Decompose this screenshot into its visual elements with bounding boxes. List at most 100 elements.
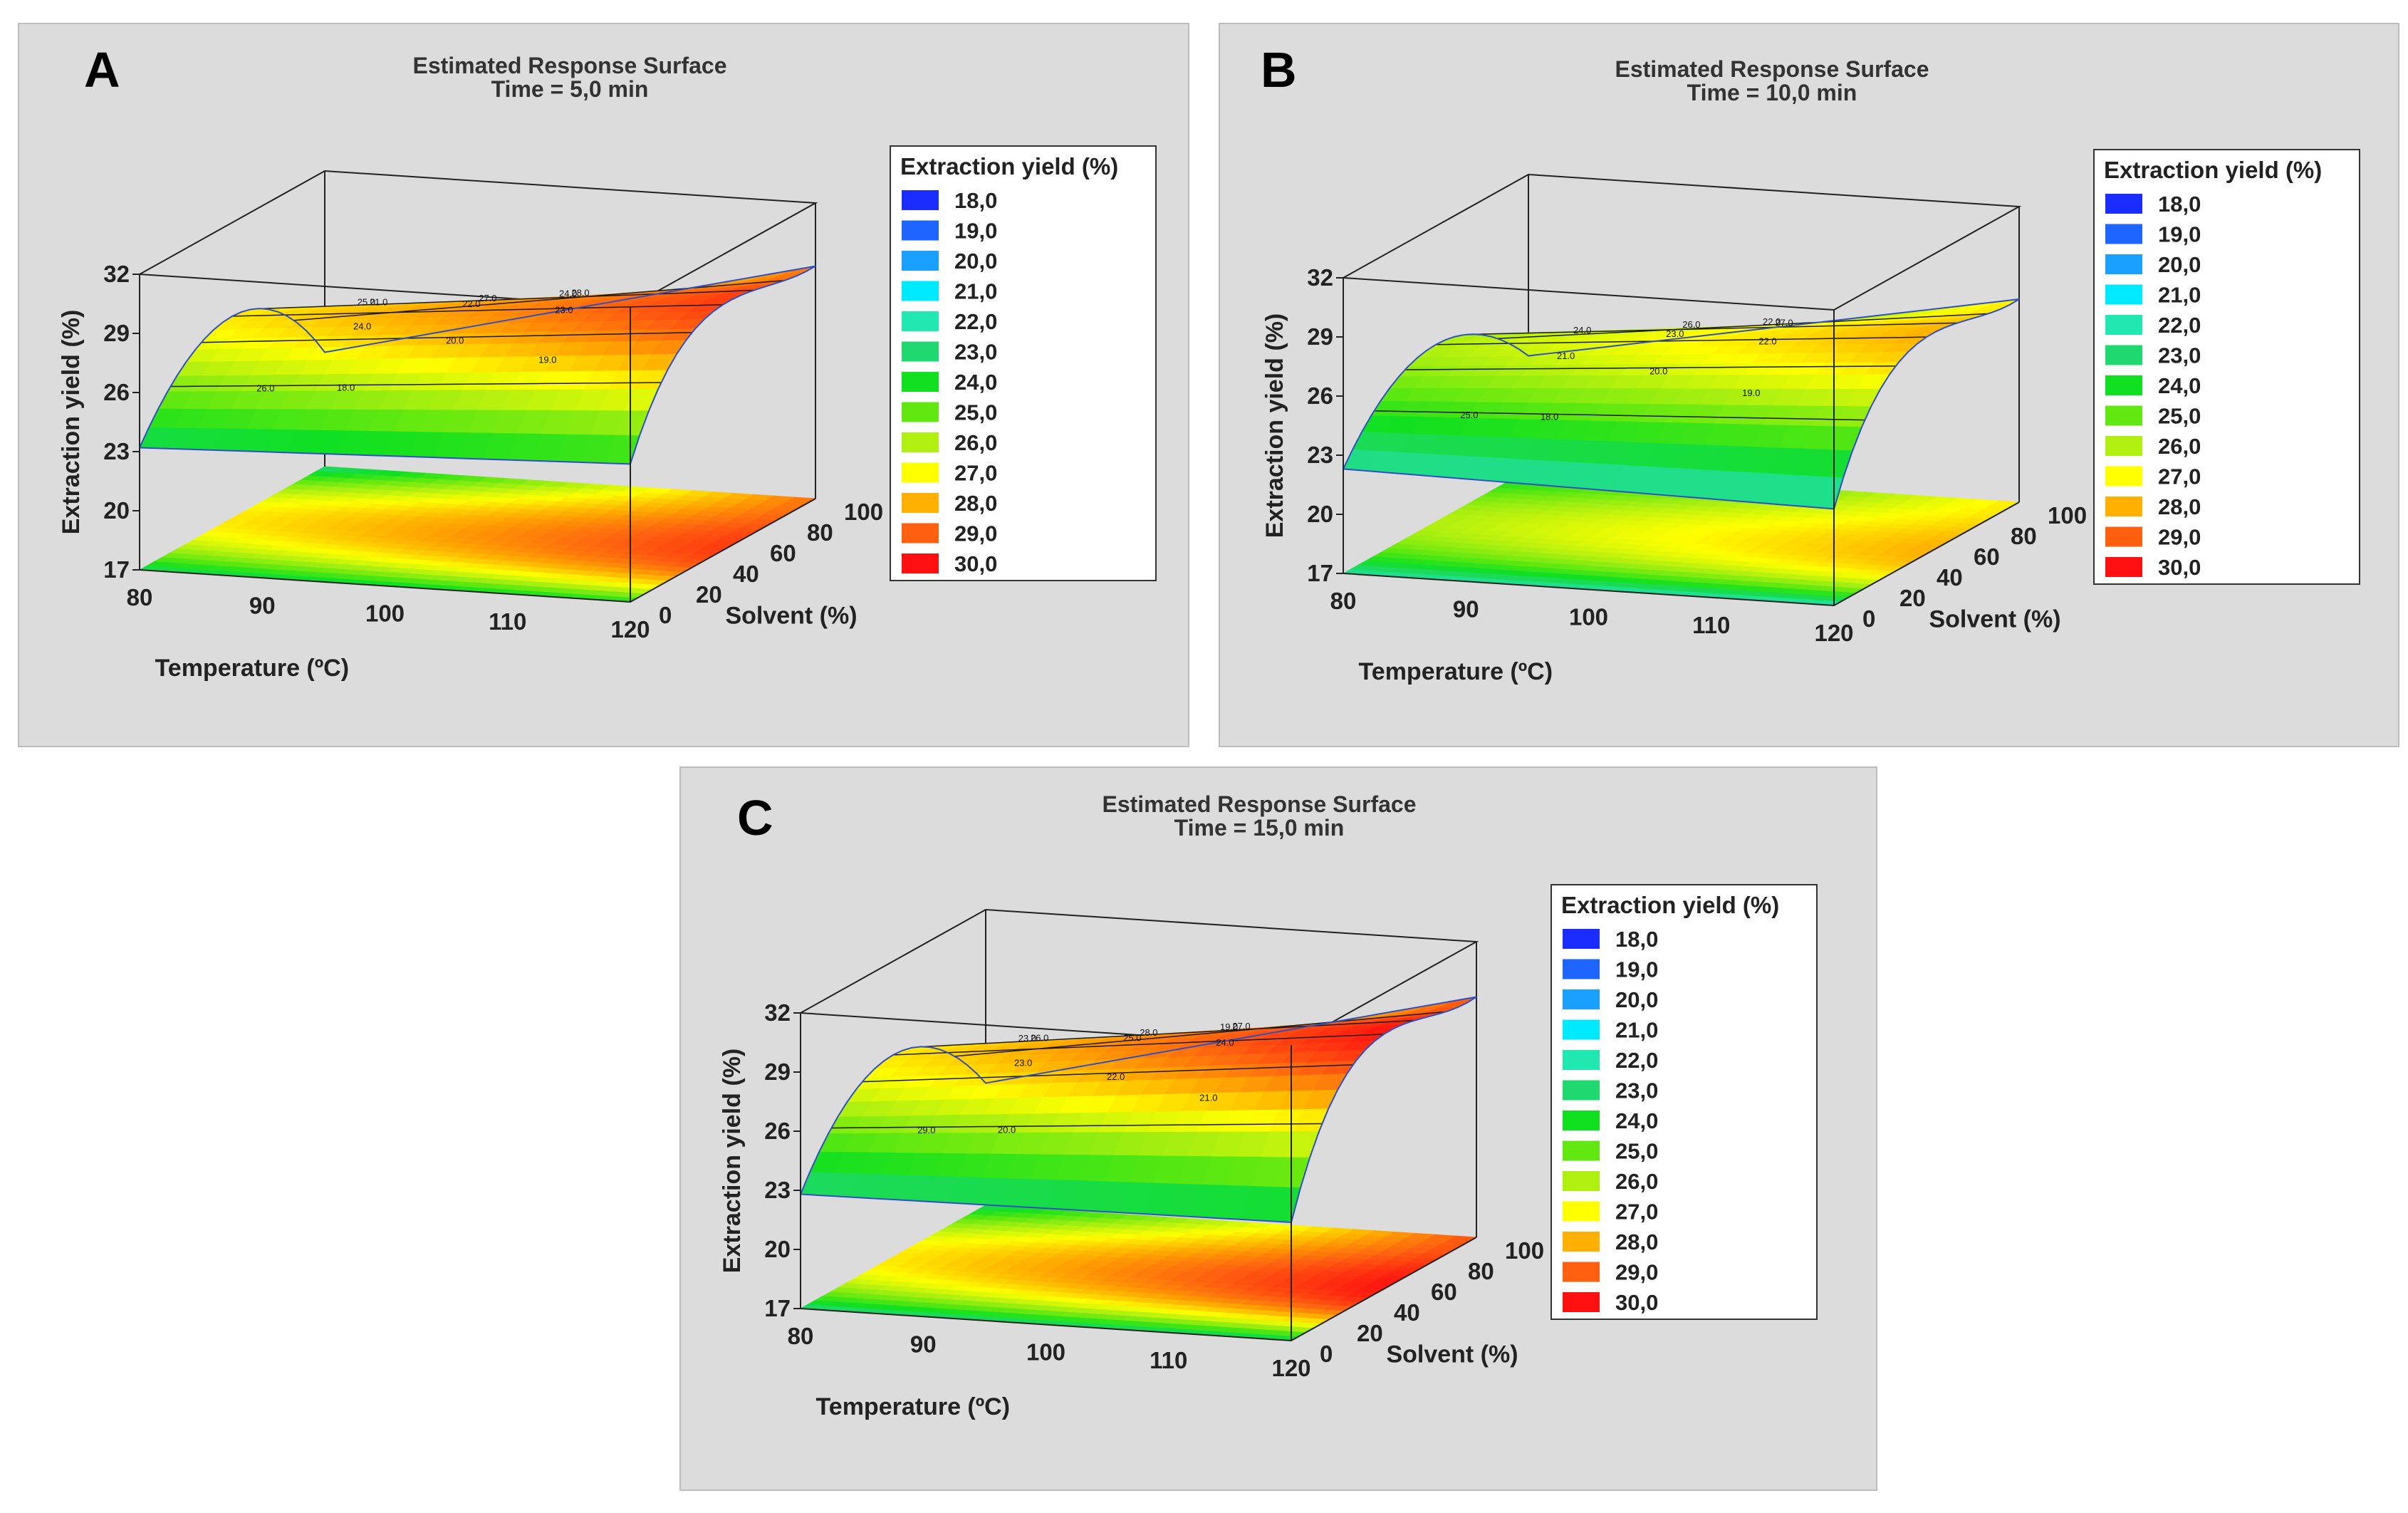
contour-label: 20.0 [1649, 365, 1667, 376]
contour-label: 28.0 [1140, 1027, 1157, 1038]
legend-swatch [1563, 959, 1600, 979]
legend-swatch [1563, 929, 1600, 949]
y-axis-label: Solvent (%) [1929, 606, 2060, 633]
panel-letter: A [84, 42, 120, 98]
chart-subtitle: Time = 10,0 min [1687, 80, 1857, 105]
z-tick-label: 20 [103, 497, 130, 524]
x-tick-label: 80 [1330, 588, 1357, 614]
contour-label: 20.0 [446, 335, 464, 345]
legend-swatch [2105, 375, 2142, 395]
surface-grid-line [862, 1064, 1353, 1083]
legend-swatch [1563, 1292, 1600, 1312]
legend-label: 18,0 [2158, 192, 2201, 217]
legend-swatch [902, 281, 939, 301]
legend-swatch [2105, 224, 2142, 244]
legend-label: 23,0 [954, 340, 997, 365]
contour-label: 26.0 [1682, 319, 1700, 330]
legend-swatch [2105, 284, 2142, 305]
z-tick-label: 17 [764, 1295, 791, 1321]
box-front-edge [139, 274, 816, 603]
x-tick-label: 80 [127, 584, 153, 610]
legend-label: 21,0 [2158, 283, 2201, 308]
contour-label: 23.0 [555, 305, 573, 316]
legend-label: 29,0 [954, 521, 997, 546]
legend-swatch [902, 220, 939, 241]
legend-label: 20,0 [2158, 252, 2201, 277]
y-tick-label: 20 [1357, 1320, 1383, 1346]
legend-swatch [2105, 194, 2142, 214]
legend-label: 22,0 [2158, 313, 2201, 338]
contour-label: 20.0 [998, 1124, 1016, 1135]
surface-grid-line [924, 1019, 1415, 1048]
legend-swatch [1563, 1232, 1600, 1252]
legend-title: Extraction yield (%) [900, 153, 1118, 180]
legend-box [890, 145, 1157, 581]
contour-label: 21.0 [370, 296, 387, 307]
legend-label: 24,0 [1615, 1108, 1658, 1133]
floor-contour-map [799, 1205, 1478, 1341]
legend-label: 27,0 [2158, 464, 2201, 489]
surface-grid-line [1435, 336, 1927, 345]
y-tick-label: 60 [1974, 544, 2000, 570]
legend-label: 29,0 [1615, 1260, 1658, 1285]
contour-label: 19.0 [1220, 1021, 1238, 1032]
z-tick-label: 32 [103, 261, 130, 287]
legend-swatch [2105, 466, 2142, 487]
x-tick-label: 100 [1026, 1339, 1065, 1366]
z-tick-label: 29 [1307, 323, 1333, 350]
legend-swatch [2105, 405, 2142, 426]
z-tick-label: 32 [1307, 264, 1333, 291]
chart-subtitle: Time = 5,0 min [491, 76, 649, 102]
legend-swatch [1563, 1019, 1600, 1040]
chart-subtitle: Time = 15,0 min [1174, 815, 1345, 841]
surface-outline [139, 265, 816, 465]
legend-label: 19,0 [954, 219, 997, 244]
x-tick-label: 90 [1453, 596, 1479, 622]
legend-label: 27,0 [1615, 1200, 1658, 1225]
panel-letter: B [1261, 42, 1297, 98]
legend-swatch [2105, 526, 2142, 547]
contour-label: 18.0 [1541, 412, 1558, 422]
contour-label: 24.0 [353, 321, 371, 331]
surface-grid-line [892, 1034, 1385, 1056]
contour-label: 22.0 [1107, 1071, 1125, 1082]
legend-swatch [1563, 1111, 1600, 1130]
y-axis-label: Solvent (%) [725, 603, 857, 630]
z-axis-label: Extraction yield (%) [1261, 313, 1288, 539]
y-tick-label: 80 [2011, 523, 2037, 549]
z-tick-label: 17 [1307, 560, 1333, 586]
legend-label: 19,0 [2158, 222, 2201, 247]
legend-swatch [1563, 1201, 1600, 1222]
x-axis-label: Temperature (ºC) [816, 1393, 1011, 1420]
z-tick-label: 26 [103, 379, 130, 405]
x-tick-label: 100 [365, 600, 405, 627]
response-surface: 26.0 27.0 28.0 21.0 22.0 23.0 24.0 20.0 19.0 18.0… [139, 265, 816, 465]
contour-label: 24.0 [559, 288, 577, 298]
legend-box [1550, 884, 1818, 1320]
x-tick-label: 120 [610, 616, 650, 643]
y-tick-label: 80 [1468, 1258, 1494, 1284]
x-tick-label: 110 [1692, 612, 1730, 638]
legend-swatch [902, 311, 939, 331]
contour-label: 26.0 [256, 383, 274, 393]
legend-label: 30,0 [2158, 555, 2201, 580]
z-tick-label: 20 [1307, 501, 1333, 527]
surface-outline [1343, 298, 2020, 510]
surface-outline [800, 996, 1477, 1224]
contour-label: 24.0 [1573, 325, 1591, 336]
contour-label: 24.0 [1216, 1037, 1234, 1048]
y-tick-label: 40 [733, 561, 759, 587]
legend-label: 24,0 [2158, 373, 2201, 398]
legend-label: 27,0 [954, 461, 997, 486]
legend-swatch [1563, 989, 1600, 1009]
legend-swatch [902, 251, 939, 271]
z-tick-label: 29 [103, 320, 130, 346]
contour-label: 25.0 [358, 296, 375, 307]
y-tick-label: 40 [1394, 1299, 1420, 1326]
y-tick-label: 20 [696, 581, 722, 608]
floor-contour-map [138, 466, 817, 603]
contour-label: 25.0 [1123, 1033, 1141, 1044]
z-tick-label: 26 [764, 1118, 791, 1144]
